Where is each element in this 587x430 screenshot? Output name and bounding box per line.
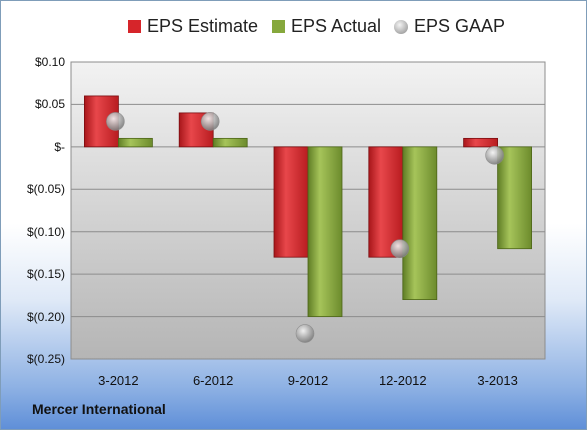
x-tick-label: 3-2012 [98, 373, 139, 388]
eps-actual-bar [118, 137, 153, 148]
legend-item-eps-estimate: EPS Estimate [128, 16, 258, 37]
legend-item-eps-actual: EPS Actual [272, 16, 381, 37]
legend-marker-eps-gaap [394, 19, 408, 34]
gaap-markers [106, 112, 504, 343]
bars [84, 95, 533, 317]
company-name: Mercer International [32, 401, 166, 417]
eps-estimate-bar [273, 146, 309, 258]
eps-estimate-bar [463, 137, 499, 148]
y-tick-label: $(0.10) [26, 224, 65, 239]
eps-actual-bar [307, 146, 343, 317]
x-tick-label: 9-2012 [287, 373, 329, 388]
y-tick-label: $(0.15) [26, 267, 65, 282]
y-tick-label: $(0.05) [26, 182, 65, 197]
eps-actual-bar [402, 146, 438, 301]
legend-label-eps-actual: EPS Actual [291, 16, 382, 36]
eps-estimate-bar [368, 146, 404, 258]
legend-swatch-eps-estimate [128, 20, 141, 33]
y-tick-label: $0.10 [34, 55, 65, 69]
eps-gaap-marker [390, 239, 410, 258]
legend: EPS Estimate EPS Actual EPS GAAP [0, 16, 587, 40]
legend-swatch-eps-actual [272, 20, 285, 33]
legend-item-eps-gaap: EPS GAAP [394, 16, 505, 37]
eps-gaap-marker [295, 324, 315, 343]
x-tick-label: 6-2012 [192, 373, 234, 388]
eps-gaap-marker [200, 112, 220, 131]
x-tick-label: 12-2012 [378, 373, 427, 388]
y-tick-label: $(0.20) [26, 309, 65, 324]
legend-label-eps-gaap: EPS GAAP [414, 16, 506, 36]
eps-gaap-marker [106, 112, 125, 131]
y-tick-label: $- [54, 139, 65, 154]
x-tick-label: 3-2013 [477, 373, 518, 388]
y-tick-label: $(0.25) [26, 352, 65, 366]
legend-label-eps-estimate: EPS Estimate [147, 16, 259, 36]
y-tick-label: $0.05 [34, 97, 65, 112]
eps-actual-bar [497, 146, 533, 250]
eps-gaap-marker [485, 146, 504, 165]
eps-actual-bar [212, 137, 248, 148]
